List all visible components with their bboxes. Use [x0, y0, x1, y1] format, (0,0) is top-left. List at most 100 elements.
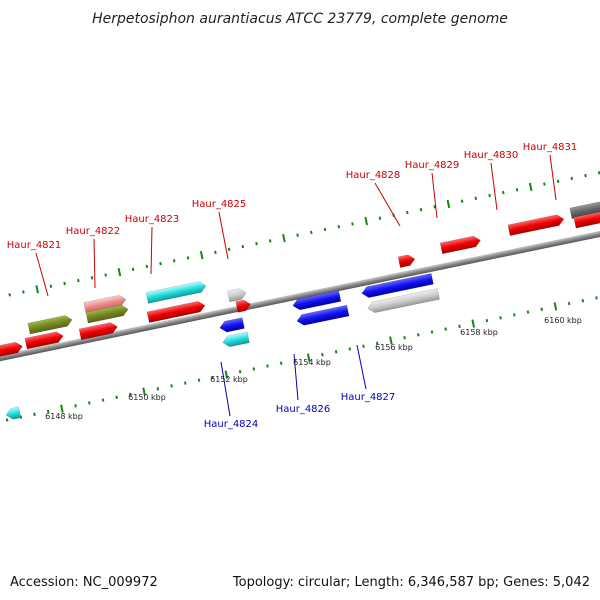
gene-haur-4824b-arrow-shape — [222, 331, 250, 348]
tick-marks — [5, 171, 600, 422]
reverse-tick — [170, 384, 173, 388]
reverse-tick — [526, 310, 530, 314]
gene-fwd-red-1 — [0, 341, 23, 360]
reverse-tick-mark — [458, 324, 461, 328]
accession-label: Accession: NC_009972 — [10, 575, 158, 590]
gene-haur-4824b-arrow — [222, 331, 250, 348]
gene-haur-4827b-arrow-shape — [367, 288, 440, 313]
reverse-tick-mark — [362, 344, 365, 348]
reverse-tick — [513, 313, 516, 317]
reverse-tick-mark — [115, 395, 118, 399]
reverse-tick — [224, 370, 229, 379]
forward-tick — [488, 193, 491, 198]
forward-tick-mark — [172, 259, 176, 263]
forward-tick-mark — [296, 233, 299, 237]
gene-haur-4830-arrow — [507, 214, 565, 236]
forward-tick-mark — [199, 250, 204, 260]
gene-label-haur-4827[interactable]: Haur_4827 — [341, 392, 396, 403]
forward-tick — [515, 188, 519, 192]
reverse-tick-mark — [224, 370, 229, 379]
reverse-tick-mark — [266, 364, 269, 368]
scale-label-6154: 6154 kbp — [293, 358, 331, 367]
reverse-tick — [33, 412, 36, 416]
forward-tick-mark — [268, 239, 272, 243]
forward-tick-mark — [419, 208, 423, 212]
backbone-line — [0, 207, 600, 385]
reverse-tick — [334, 350, 338, 354]
forward-tick — [351, 222, 354, 226]
scale-label-6150: 6150 kbp — [128, 393, 166, 402]
genome-title: Herpetosiphon aurantiacus ATCC 23779, co… — [92, 11, 508, 27]
forward-tick — [117, 267, 122, 277]
gene-haur-4826-arrow — [292, 290, 342, 311]
gene-label-haur-4828[interactable]: Haur_4828 — [346, 170, 401, 181]
gene-haur-4822-arrow — [83, 294, 127, 314]
forward-tick-mark — [63, 281, 66, 286]
reverse-tick — [417, 333, 420, 337]
reverse-tick — [375, 341, 379, 345]
reverse-tick — [5, 418, 9, 422]
genome-backbone — [0, 207, 600, 385]
gene-fwd-red-4-shape — [146, 301, 206, 323]
forward-tick-mark — [351, 222, 354, 226]
reverse-tick — [129, 392, 132, 397]
forward-tick-mark — [131, 267, 135, 271]
forward-tick — [378, 216, 382, 220]
reverse-tick — [595, 296, 598, 300]
gene-haur-4830-arrow-shape — [507, 214, 565, 236]
reverse-tick — [403, 336, 406, 340]
forward-tick-mark — [378, 216, 382, 220]
reverse-tick-mark — [485, 318, 489, 323]
forward-tick-mark — [446, 199, 451, 209]
forward-tick-mark — [8, 293, 11, 297]
forward-tick — [241, 244, 245, 249]
gene-haur-4831-arrow — [569, 198, 600, 220]
reverse-tick — [389, 336, 393, 345]
gene-label-haur-4824[interactable]: Haur_4824 — [204, 419, 259, 430]
reverse-tick-mark — [74, 404, 77, 408]
reverse-tick-mark — [170, 384, 173, 388]
forward-tick — [446, 199, 451, 209]
forward-tick-mark — [460, 199, 464, 203]
gene-haur-4823-arrow-shape — [145, 281, 207, 304]
gene-features — [0, 198, 600, 420]
forward-tick — [584, 173, 587, 178]
leader-haur-4830 — [490, 162, 498, 211]
scale-label-6152: 6152 kbp — [210, 375, 248, 384]
forward-tick-mark — [406, 210, 409, 215]
forward-tick — [474, 196, 478, 200]
reverse-tick-mark — [197, 378, 201, 382]
gene-fwd-red-6-shape — [573, 208, 600, 229]
reverse-tick — [444, 327, 447, 331]
gene-label-haur-4830[interactable]: Haur_4830 — [464, 150, 519, 161]
forward-tick-mark — [310, 230, 313, 235]
forward-tick — [310, 230, 313, 235]
forward-tick — [63, 281, 66, 286]
scale-labels: 6148 kbp 6150 kbp 6152 kbp 6154 kbp 6156… — [45, 316, 582, 421]
gene-label-haur-4826[interactable]: Haur_4826 — [276, 404, 331, 415]
backbone-strip — [0, 207, 600, 385]
reverse-tick-mark — [101, 398, 105, 402]
reverse-tick-mark — [540, 307, 543, 311]
forward-tick — [268, 239, 272, 243]
gene-label-haur-4831[interactable]: Haur_4831 — [523, 142, 578, 153]
reverse-tick-mark — [211, 375, 214, 380]
reverse-tick — [348, 347, 352, 351]
forward-tick-mark — [528, 182, 533, 192]
forward-tick-mark — [474, 196, 478, 200]
reverse-tick — [485, 318, 489, 323]
gene-haur-4828-arrow-shape — [397, 254, 416, 268]
leader-haur-4825 — [218, 211, 229, 260]
gene-label-haur-4825[interactable]: Haur_4825 — [192, 199, 247, 210]
reverse-tick — [471, 319, 475, 328]
gene-label-haur-4829[interactable]: Haur_4829 — [405, 160, 460, 171]
gene-label-haur-4822[interactable]: Haur_4822 — [66, 226, 121, 237]
forward-tick — [227, 247, 231, 252]
gene-haur-4829-arrow — [439, 235, 481, 255]
gene-label-haur-4821[interactable]: Haur_4821 — [7, 240, 62, 251]
forward-tick-mark — [214, 250, 217, 254]
gene-label-haur-4823[interactable]: Haur_4823 — [125, 214, 180, 225]
reverse-tick — [60, 404, 64, 413]
gene-fwd-red-4 — [146, 301, 206, 323]
scale-label-6160: 6160 kbp — [544, 316, 582, 325]
